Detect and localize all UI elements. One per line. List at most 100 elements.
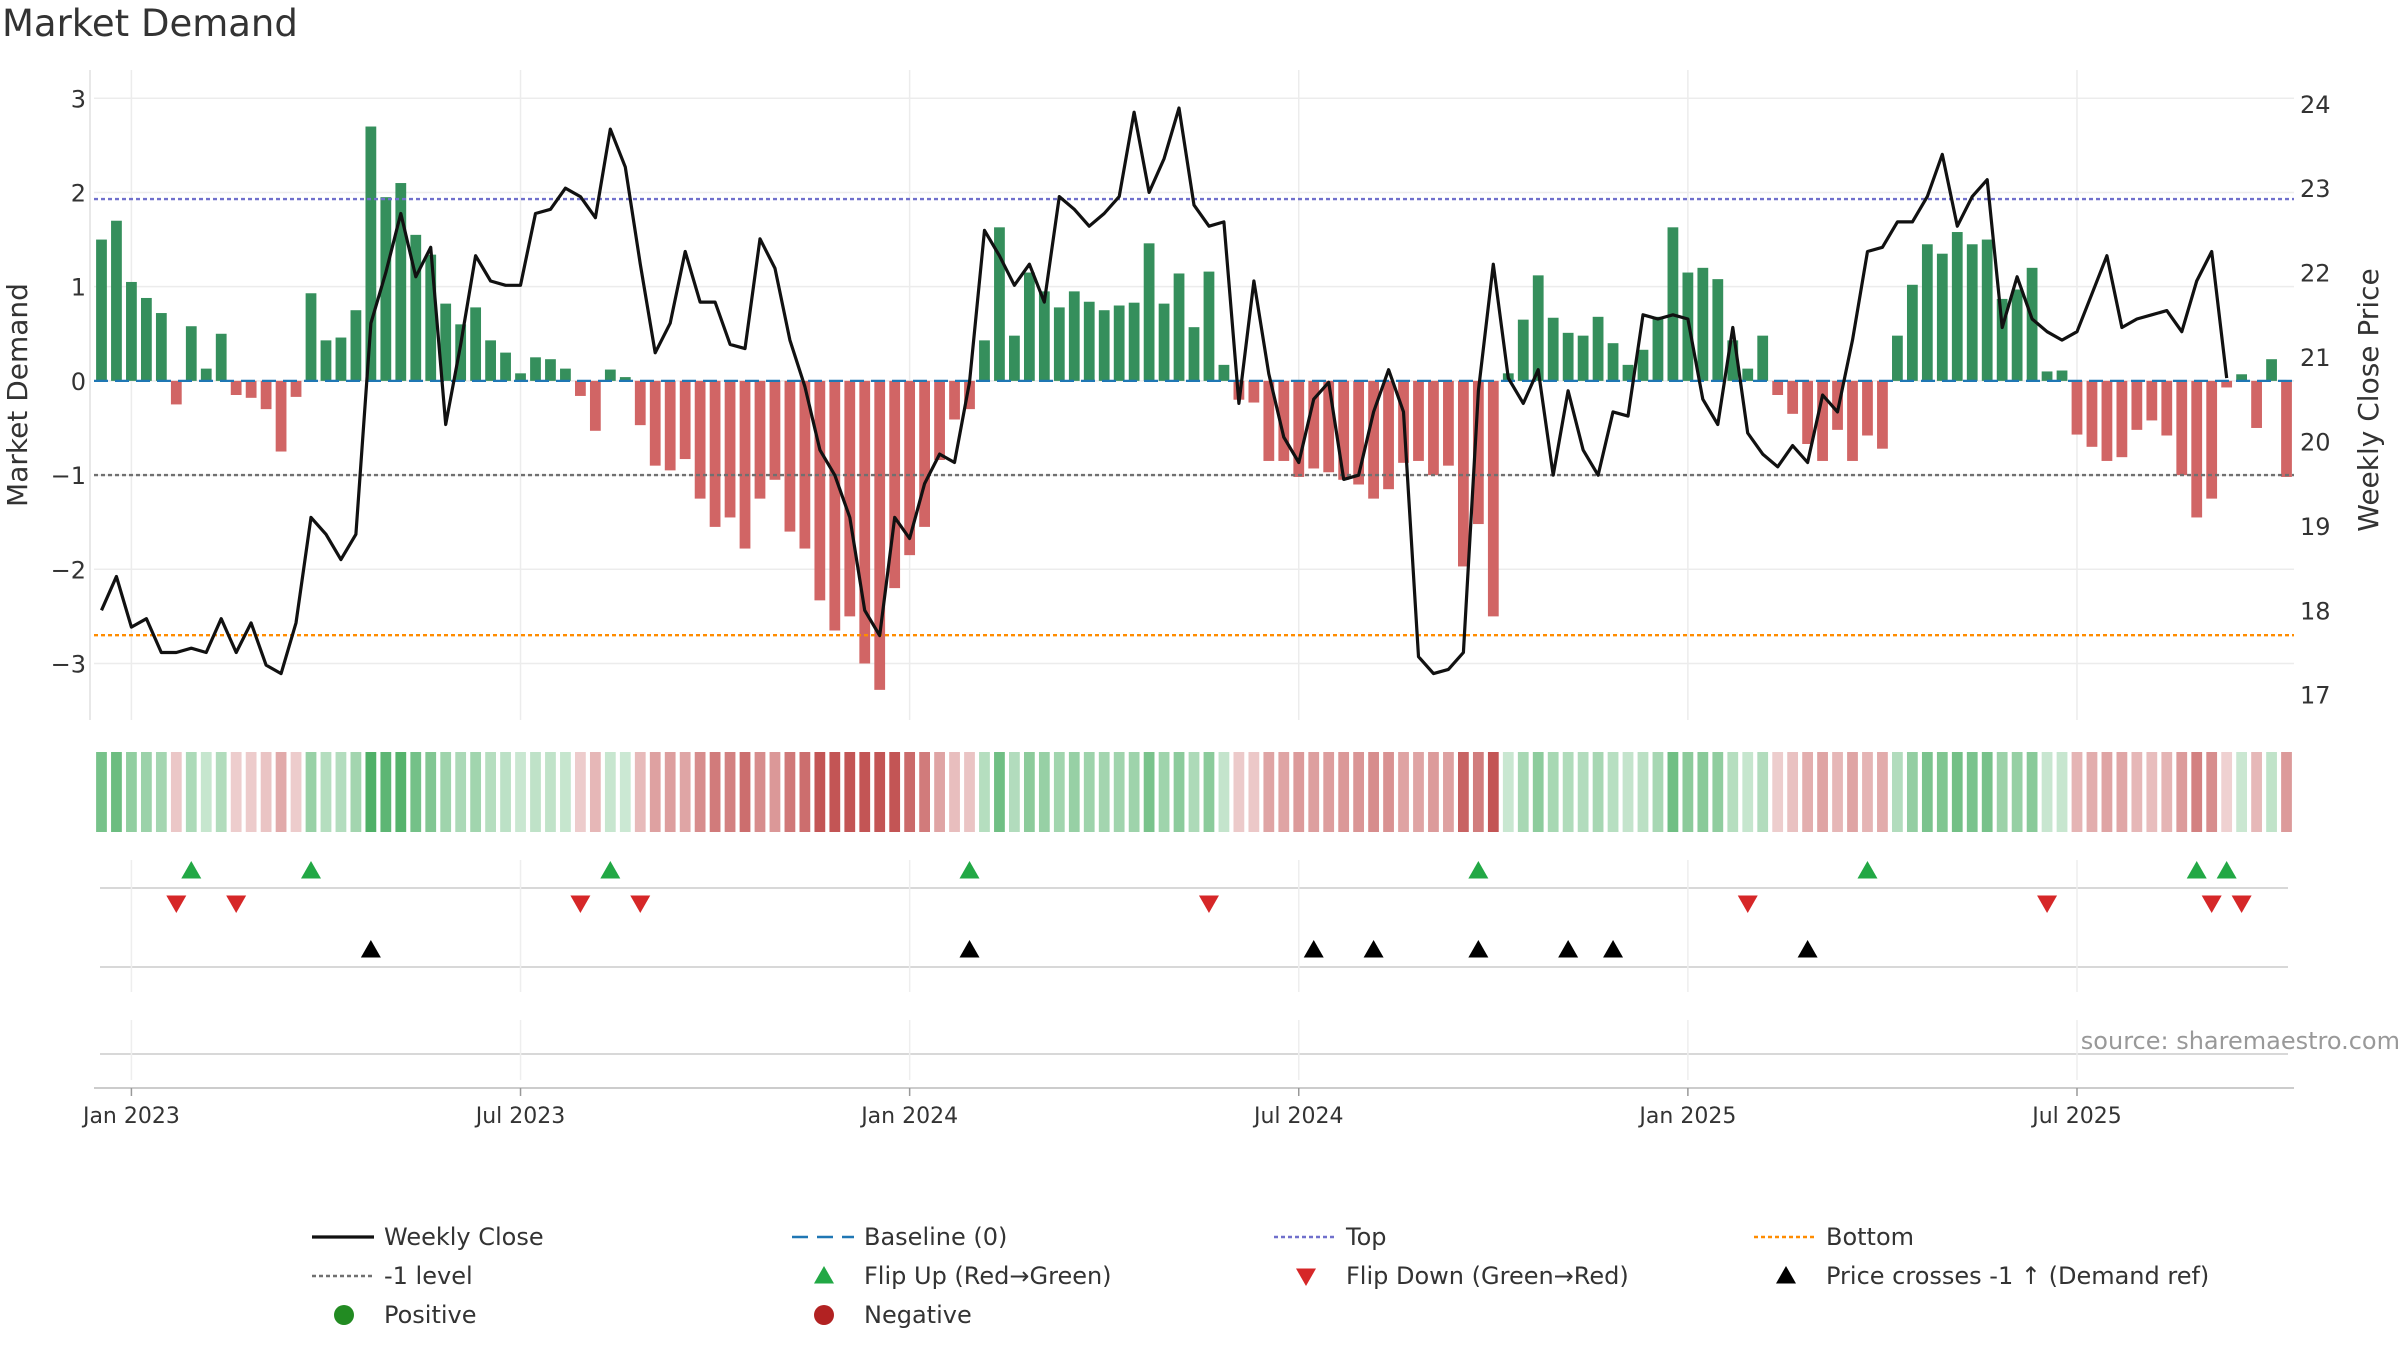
strip-cell	[500, 752, 511, 832]
demand-bar	[1921, 244, 1933, 381]
demand-bar	[2101, 380, 2113, 461]
demand-bar	[799, 380, 811, 549]
y2-tick-label: 23	[2300, 175, 2331, 203]
strip-cell	[245, 752, 257, 832]
demand-bar	[709, 380, 721, 527]
demand-bar	[1517, 319, 1529, 381]
flip-up-marker	[301, 861, 322, 879]
demand-bar	[245, 380, 257, 398]
strip-cell	[979, 752, 990, 832]
strip-cell	[649, 752, 661, 832]
strip-cell	[111, 752, 122, 832]
strip-cell	[2026, 752, 2038, 832]
strip-cell	[305, 752, 317, 832]
y2-tick-label: 22	[2300, 260, 2331, 288]
strip-cell	[1817, 752, 1828, 832]
demand-bar	[649, 380, 661, 466]
demand-bar	[634, 380, 646, 426]
strip-cell	[1428, 752, 1439, 832]
demand-bar	[949, 380, 960, 420]
y2-tick-label: 24	[2300, 91, 2331, 119]
demand-bar	[1458, 380, 1469, 567]
strip-cell	[1832, 752, 1843, 832]
strip-cell	[604, 752, 616, 832]
demand-bar	[485, 340, 496, 381]
circle-icon	[814, 1305, 834, 1325]
strip-cell	[1353, 752, 1365, 832]
demand-bar	[1787, 380, 1799, 414]
demand-bar	[1951, 232, 1963, 381]
strip-cell	[2266, 752, 2277, 832]
strip-cell	[1113, 752, 1125, 832]
demand-bar	[1293, 380, 1305, 477]
strip-cell	[1667, 752, 1679, 832]
strip-cell	[1577, 752, 1589, 832]
demand-bar	[1353, 380, 1365, 485]
strip-cell	[530, 752, 541, 832]
demand-bar	[829, 380, 841, 631]
strip-cell	[1053, 752, 1065, 832]
strip-cell	[769, 752, 781, 832]
strip-cell	[949, 752, 960, 832]
strip-cell	[1652, 752, 1664, 832]
y-axis-label: Market Demand	[1, 283, 34, 507]
strip-cell	[2086, 752, 2098, 832]
demand-bar	[111, 220, 122, 381]
legend-label: Price crosses -1 ↑ (Demand ref)	[1826, 1262, 2209, 1290]
demand-bar	[1248, 380, 1260, 403]
flip-up-marker	[1857, 861, 1878, 879]
strip-cell	[1622, 752, 1634, 832]
strip-cell	[1892, 752, 1903, 832]
flip-up-marker	[600, 861, 621, 879]
legend-label: Bottom	[1826, 1223, 1914, 1251]
legend-item: -1 level	[312, 1262, 473, 1290]
demand-bar	[1562, 332, 1574, 381]
strip-cell	[1847, 752, 1858, 832]
demand-bar	[200, 368, 212, 381]
x-tick-label: Jul 2025	[2030, 1104, 2122, 1129]
legend-item: Bottom	[1754, 1223, 1914, 1251]
strip-cell	[2071, 752, 2083, 832]
flip-up-marker	[1468, 861, 1489, 879]
demand-bar	[1802, 380, 1813, 444]
demand-bar	[1323, 380, 1335, 473]
demand-bar	[2191, 380, 2203, 518]
legend-label: Flip Down (Green→Red)	[1346, 1262, 1629, 1290]
strip-cell	[230, 752, 242, 832]
demand-bar	[1428, 380, 1439, 476]
strip-cell	[200, 752, 212, 832]
strip-cell	[844, 752, 856, 832]
y2-tick-label: 21	[2300, 344, 2331, 372]
strip-cell	[335, 752, 347, 832]
legend-item: Price crosses -1 ↑ (Demand ref)	[1776, 1262, 2209, 1290]
demand-bar	[275, 380, 287, 452]
strip-cell	[425, 752, 437, 832]
demand-bar	[545, 359, 556, 381]
demand-bar	[1966, 244, 1978, 381]
y-tick-label: 3	[71, 85, 86, 113]
strip-cell	[560, 752, 571, 832]
triangle-up-icon	[814, 1266, 834, 1284]
strip-cell	[350, 752, 362, 832]
strip-cell	[455, 752, 467, 832]
legend-item: Weekly Close	[312, 1223, 544, 1251]
strip-cell	[1517, 752, 1529, 832]
strip-cell	[814, 752, 826, 832]
weekly-close-line	[100, 106, 2229, 676]
strip-cell	[2131, 752, 2143, 832]
strip-cell	[470, 752, 482, 832]
legend-label: Flip Up (Red→Green)	[864, 1262, 1112, 1290]
legend-label: Top	[1345, 1223, 1387, 1251]
y-tick-label: −1	[51, 462, 86, 490]
demand-bar	[1757, 335, 1769, 381]
strip-cell	[1128, 752, 1140, 832]
strip-cell	[589, 752, 601, 832]
strip-cell	[829, 752, 841, 832]
strip-cell	[290, 752, 302, 832]
strip-cell	[889, 752, 901, 832]
legend: Weekly Close Baseline (0) Top Bottom -1 leve…	[312, 1223, 2209, 1329]
strip-cell	[1862, 752, 1873, 832]
flip-down-marker	[2231, 895, 2252, 913]
demand-bar	[2146, 380, 2158, 421]
strip-cell	[2056, 752, 2068, 832]
